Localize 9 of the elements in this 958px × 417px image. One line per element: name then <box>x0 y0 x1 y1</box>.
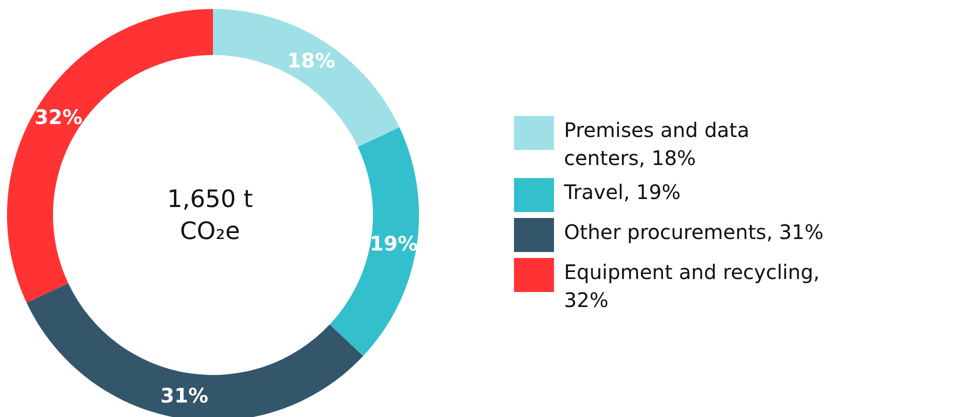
legend-label: Equipment and recycling, 32% <box>564 259 821 314</box>
legend-label: Travel, 19% <box>564 179 682 206</box>
legend-label: Premises and data centers, 18% <box>564 117 750 172</box>
text: 1,650 t CO₂e <box>166 184 254 247</box>
data-label: 19% <box>370 232 418 256</box>
legend-label: Other procurements, 31% <box>564 219 825 246</box>
data-label: 32% <box>34 104 82 129</box>
data-label: 31% <box>160 384 208 408</box>
data-label: 18% <box>287 48 335 72</box>
